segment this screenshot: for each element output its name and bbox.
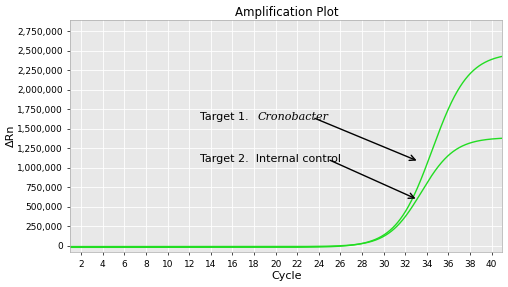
Y-axis label: ΔRn: ΔRn [6,125,16,147]
X-axis label: Cycle: Cycle [271,272,302,282]
Text: Cronobacter: Cronobacter [258,112,329,122]
Text: Target 2.  Internal control: Target 2. Internal control [200,154,341,164]
Text: Target 1.: Target 1. [200,112,256,122]
Title: Amplification Plot: Amplification Plot [235,5,338,19]
